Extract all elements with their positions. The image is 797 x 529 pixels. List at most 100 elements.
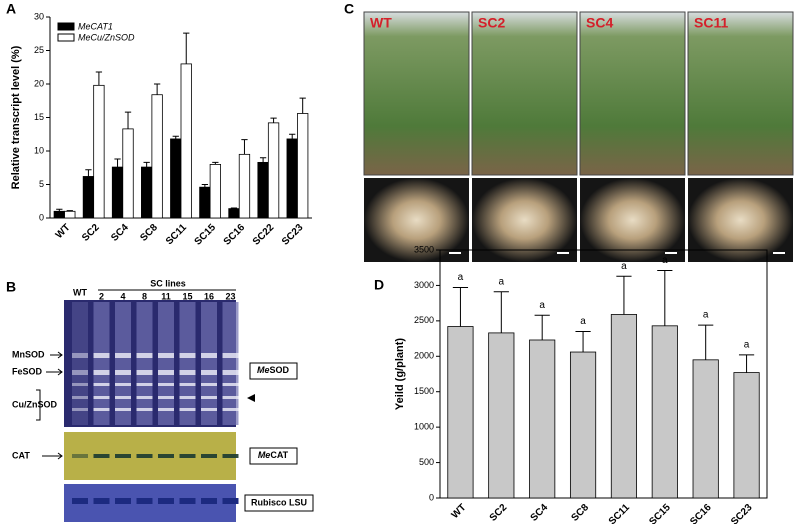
lane-label: WT [73,287,87,297]
lane-label: 11 [161,291,171,301]
y-tick-label: 30 [34,11,44,21]
stain-name: CAT [270,450,288,460]
gel-panel: WT SC lines MnSOD FeSOD Cu/ZnSOD CAT MeS… [12,278,314,522]
error-bar [230,207,238,209]
lane [201,302,217,425]
plant-photo [687,11,794,176]
lane [115,302,131,425]
stain-box [249,447,298,465]
y-tick-label: 5 [39,179,44,189]
error-bar [201,184,209,188]
bar [199,186,211,219]
band [72,396,88,399]
bar [209,163,221,219]
bar [529,339,556,499]
error-bar [114,158,121,168]
x-tick-label: WT [450,502,469,521]
band [179,370,196,375]
band [136,383,153,386]
error-bar [698,324,714,360]
band [222,408,239,411]
cat-band [72,454,88,458]
error-bar [575,330,591,353]
bar [610,314,638,499]
annotation: a [539,300,545,311]
cat-band [201,454,217,458]
band [179,396,196,399]
band [201,396,217,399]
error-bar [534,314,550,340]
bar [170,138,182,219]
y-tick-label: 0 [39,212,44,222]
band [115,408,131,411]
y-tick-label: 15 [34,112,44,122]
cat-band [179,454,196,458]
x-tick-label: SC11 [164,222,189,247]
error-bar [85,169,92,177]
error-bar [241,139,248,155]
band [115,383,131,386]
lane-label: 2 [99,291,104,301]
bar [64,210,76,219]
y-tick-label: 25 [34,45,44,55]
error-bar [95,71,103,86]
band [222,396,239,399]
x-tick-label: SC16 [222,222,248,248]
band [179,408,196,411]
legend-swatch [57,22,75,31]
lane-label: 15 [182,291,192,301]
band-label: CAT [12,450,30,460]
x-tick-label: SC15 [193,222,219,248]
error-bar [66,210,73,212]
lane-label: 16 [204,291,214,301]
lane [93,302,110,425]
band [93,353,110,358]
bar [122,128,134,219]
error-bar [452,287,469,327]
root-photo [364,178,469,262]
stain-label: MeCAT [258,450,289,460]
error-bar [657,270,673,326]
bar [151,94,163,219]
stain-label: Rubisco LSU [251,497,307,507]
photo-label: WT [370,15,392,31]
rubisco-band [115,498,131,504]
stain-box [249,362,298,380]
band [72,408,88,411]
x-tick-label: SC2 [80,222,102,244]
lane [222,302,239,425]
lane [158,302,174,425]
x-tick-label: SC22 [251,222,277,248]
scale-bar [449,252,461,254]
band [115,370,131,375]
group-label: SC lines [150,278,186,288]
x-tick-label: SC16 [688,502,714,524]
photo-panel: WT SC2 SC4 SC11 [363,11,794,262]
band [136,396,153,399]
band [222,353,239,358]
x-tick-label: SC4 [529,502,551,524]
bar [569,351,597,499]
panel-letter: B [6,279,16,295]
band [158,353,174,358]
panel-letter: C [344,1,354,17]
lane-label: 23 [225,291,235,301]
panel-letter: D [374,277,384,293]
bar [286,138,298,219]
error-bar [153,83,161,95]
x-tick-label: SC8 [570,502,592,524]
cat-band [136,454,153,458]
stain-label: MeSOD [257,365,290,375]
band [222,370,239,375]
y-tick-label: 3500 [414,244,434,254]
annotation: a [744,340,750,351]
error-bar [259,157,267,163]
band [93,370,110,375]
stain-prefix: Me [258,450,271,460]
y-tick-label: 1500 [414,386,434,396]
rubisco-band [93,498,110,504]
error-bar [212,161,219,165]
bar [141,166,153,219]
error-bar [493,291,509,333]
x-tick-label: SC4 [109,222,131,244]
